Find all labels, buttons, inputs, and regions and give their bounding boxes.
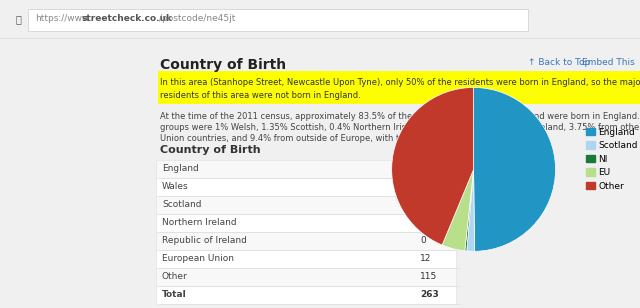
Bar [156,214,456,232]
Text: 🔒: 🔒 [15,14,21,24]
Text: streetcheck.co.uk: streetcheck.co.uk [81,14,172,23]
Text: 1: 1 [420,218,426,227]
Text: ↑ Back to Top: ↑ Back to Top [528,58,590,67]
Text: /postcode/ne45jt: /postcode/ne45jt [159,14,236,23]
Text: In this area (Stanhope Street, Newcastle Upon Tyne), only 50% of the residents w: In this area (Stanhope Street, Newcastle… [0,307,1,308]
Bar [156,178,456,196]
Text: England: England [162,164,199,173]
Text: Country of Birth: Country of Birth [160,58,286,72]
Wedge shape [467,169,475,251]
Text: 115: 115 [420,272,437,281]
Text: Country of Birth: Country of Birth [160,145,260,155]
Text: In this area (Stanhope Street, Newcastle Upon Tyne), only 50% of the residents w: In this area (Stanhope Street, Newcastle… [160,78,640,87]
Wedge shape [392,87,474,245]
Text: Northern Ireland: Northern Ireland [162,218,237,227]
Bar [156,160,456,178]
Legend: England, Scotland, NI, EU, Other: England, Scotland, NI, EU, Other [584,126,639,192]
Text: residents of this area were not born in England.: residents of this area were not born in … [160,91,361,100]
Bar [156,250,456,268]
Text: 263: 263 [420,290,439,299]
Bar [158,71,640,104]
Text: Scotland: Scotland [162,200,202,209]
Text: 12: 12 [420,254,431,263]
Bar [28,9,528,31]
Bar [156,268,456,286]
Wedge shape [465,169,474,251]
Text: Wales: Wales [162,182,189,191]
Text: European Union: European Union [162,254,234,263]
Text: Embed This: Embed This [582,58,635,67]
Bar [156,232,456,250]
Bar [156,196,456,214]
Text: Republic of Ireland: Republic of Ireland [162,236,247,245]
Text: 131: 131 [420,164,437,173]
Bar [158,71,640,104]
Text: 4: 4 [420,200,426,209]
Text: Union countries, and 9.4% from outside of Europe, with the remainder not stated.: Union countries, and 9.4% from outside o… [160,134,504,143]
Wedge shape [442,169,474,251]
Text: Other: Other [162,272,188,281]
Text: groups were 1% Welsh, 1.35% Scottish, 0.4% Northern Irish, 0.75% from the Republ: groups were 1% Welsh, 1.35% Scottish, 0.… [160,123,640,132]
Text: At the time of the 2011 census, approximately 83.5% of the resident population o: At the time of the 2011 census, approxim… [160,112,640,121]
Wedge shape [474,87,556,251]
Text: 0: 0 [420,236,426,245]
Text: Total: Total [162,290,187,299]
Text: 0: 0 [420,182,426,191]
Bar [156,286,456,304]
Text: https://www.: https://www. [35,14,92,23]
